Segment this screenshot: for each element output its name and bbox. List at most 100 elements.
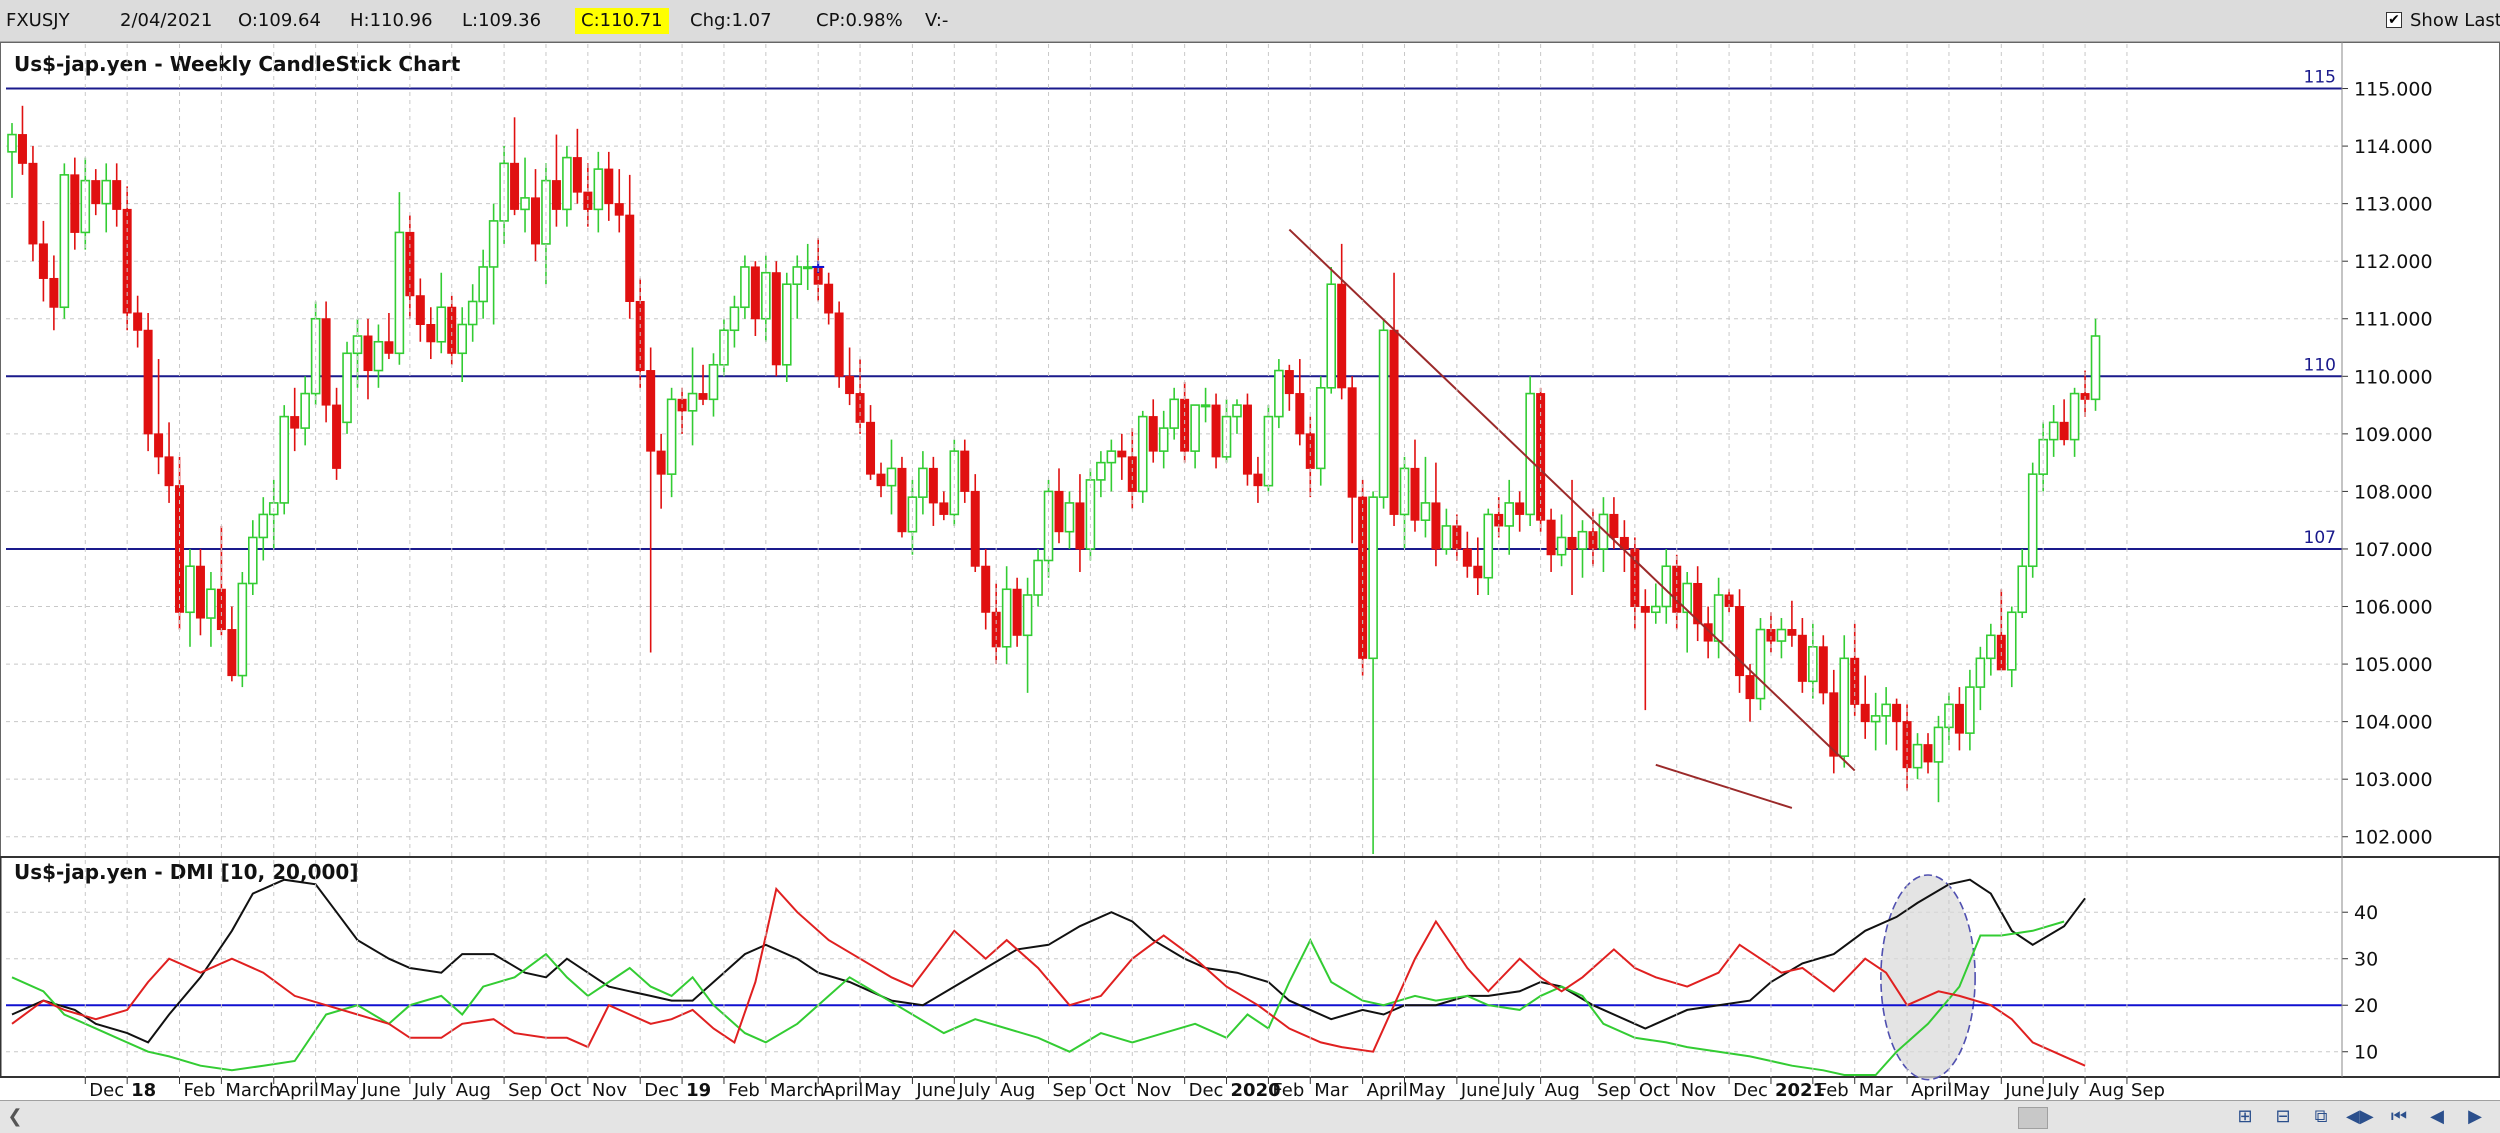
candle-body-up	[279, 415, 290, 504]
y-tick-label: 102.000	[2354, 827, 2433, 849]
scroll-left-arrow-icon[interactable]: ❮	[7, 1106, 23, 1127]
candle-body-down	[1735, 606, 1745, 677]
y-tick-label: 115.000	[2354, 79, 2433, 101]
candle-body-up	[1326, 283, 1337, 389]
navigation-bar: ❮ ⊞ ⊟ ⧉ ◀▶ ⏮ ◀ ▶	[0, 1100, 2500, 1133]
scroll-forward-icon[interactable]: ▶	[2468, 1106, 2482, 1127]
scroll-back-icon[interactable]: ◀	[2430, 1106, 2444, 1127]
candle-body-down	[1012, 588, 1022, 636]
candle-body-down	[1546, 519, 1556, 556]
candle-body-down	[824, 283, 834, 314]
fit-view-icon[interactable]: ⧉	[2314, 1106, 2328, 1127]
x-tick-label: Dec	[1733, 1080, 1768, 1100]
scroll-start-icon[interactable]: ⏮	[2390, 1106, 2408, 1127]
x-tick-label: Oct	[1639, 1080, 1670, 1100]
x-tick-label: Nov	[1681, 1080, 1716, 1100]
candle-body-down	[1148, 416, 1158, 452]
candle-body-up	[352, 335, 363, 355]
candle-body-up	[593, 168, 604, 211]
candle-body-up	[2069, 392, 2080, 441]
candle-body-down	[195, 565, 205, 619]
candle-body-down	[1211, 404, 1221, 458]
show-last-label[interactable]: Show Last	[2410, 10, 2500, 31]
candle-body-down	[1923, 744, 1933, 763]
x-tick-label: May	[864, 1080, 902, 1100]
candle-body-down	[332, 404, 342, 469]
candle-body-down	[112, 180, 122, 210]
volume-value: V:-	[925, 10, 949, 31]
candle-body-down	[1462, 548, 1472, 567]
candle-body-up	[1315, 387, 1326, 470]
candle-body-down	[845, 375, 855, 395]
candle-body-down	[426, 324, 436, 343]
candle-body-down	[1127, 456, 1137, 492]
scroll-both-icon[interactable]: ◀▶	[2346, 1106, 2374, 1127]
candle-body-up	[457, 323, 468, 355]
candle-body-down	[625, 214, 635, 302]
zoom-in-icon[interactable]: ⊞	[2237, 1106, 2253, 1127]
x-tick-label: April	[278, 1080, 319, 1100]
candle-body-up	[1504, 502, 1515, 527]
candle-body-down	[698, 393, 708, 400]
candle-body-down	[970, 490, 980, 567]
candle-body-up	[300, 392, 310, 429]
y-tick-label: 111.000	[2354, 309, 2433, 331]
x-tick-label: July	[413, 1080, 447, 1100]
x-tick-label: Nov	[592, 1080, 627, 1100]
x-tick-label: 19	[686, 1080, 711, 1100]
x-tick-label: July	[2046, 1080, 2080, 1100]
y-tick-label: 40	[2354, 902, 2378, 924]
candle-body-down	[1902, 721, 1912, 769]
candle-body-down	[1431, 502, 1441, 550]
x-tick-label: May	[1953, 1080, 1991, 1100]
candle-body-down	[604, 168, 614, 205]
x-tick-label: June	[1460, 1080, 1500, 1100]
highlight-ellipse	[1880, 874, 1976, 1081]
candle-body-down	[656, 450, 666, 475]
candle-body-down	[2059, 421, 2069, 441]
x-tick-label: Mar	[1859, 1080, 1894, 1100]
candle-body-up	[1839, 657, 1850, 757]
candle-body-down	[750, 266, 760, 320]
candle-body-down	[1242, 404, 1252, 475]
x-tick-label: Mar	[1314, 1080, 1349, 1100]
candle-body-down	[1818, 646, 1828, 694]
chart-area[interactable]: 102.000 103.000 104.000 105.000 106.000 107.0…	[0, 42, 2500, 1100]
candle-body-up	[248, 536, 258, 585]
candle-body-up	[1200, 404, 1211, 408]
candle-body-down	[91, 180, 101, 205]
candle-body-up	[666, 398, 677, 475]
candle-body-down	[531, 197, 540, 245]
candle-body-up	[740, 266, 750, 309]
y-tick-label: 103.000	[2354, 769, 2433, 791]
candle-body-down	[1253, 473, 1263, 487]
candle-body-down	[876, 473, 886, 487]
candle-body-up	[101, 179, 112, 205]
candle-body-up	[562, 156, 572, 211]
y-tick-label: 108.000	[2354, 481, 2433, 503]
x-tick-label: April	[1911, 1080, 1952, 1100]
candle-body-down	[28, 162, 38, 245]
candle-body-up	[1378, 329, 1389, 498]
candle-body-down	[1284, 370, 1294, 395]
candle-body-up	[1975, 657, 1986, 688]
trendline-1	[1655, 763, 1793, 809]
candle-body-down	[1860, 703, 1870, 723]
candle-body-down	[1347, 387, 1357, 498]
candle-body-up	[1033, 559, 1043, 596]
candle-body-down	[583, 191, 593, 210]
zoom-out-icon[interactable]: ⊟	[2275, 1106, 2291, 1127]
candle-body-up	[59, 174, 70, 309]
dmi-pane: 10 20 30 40 Us$-jap.yen - DMI [10, 20,000]	[0, 856, 2500, 1081]
candle-body-up	[1944, 703, 1954, 729]
x-tick-label: July	[957, 1080, 991, 1100]
candle-body-down	[1693, 582, 1703, 625]
show-last-checkbox[interactable]: ✔	[2386, 12, 2402, 28]
candle-body-up	[1190, 404, 1200, 452]
candle-body-down	[1797, 634, 1807, 682]
scrollbar-thumb[interactable]	[2018, 1107, 2048, 1129]
candle-body-up	[792, 266, 803, 286]
y-tick-label: 30	[2354, 949, 2378, 971]
candle-body-up	[394, 231, 405, 355]
x-tick-label: March	[770, 1080, 825, 1100]
